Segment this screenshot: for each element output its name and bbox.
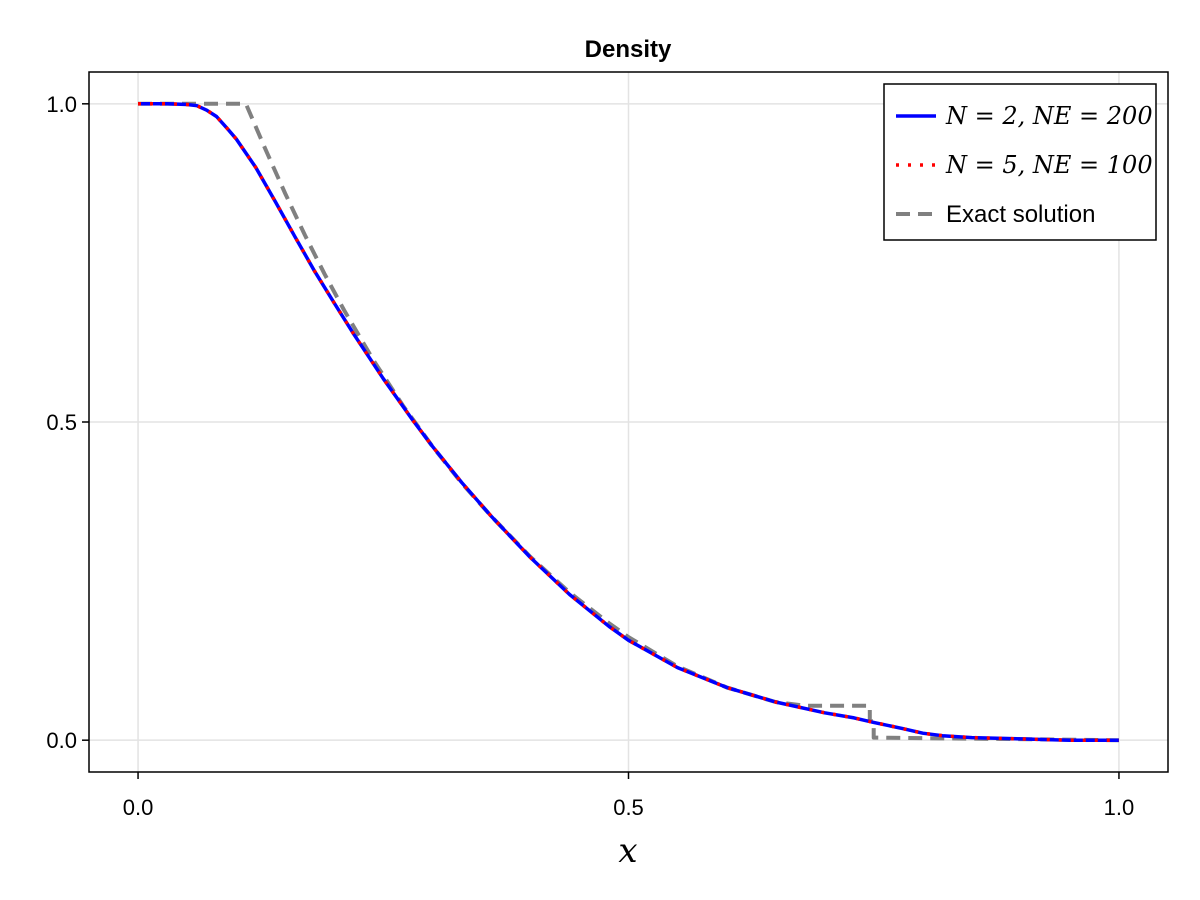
x-axis-label: x <box>618 831 637 871</box>
chart-title: Density <box>585 36 672 63</box>
series-line-n-2-ne-200 <box>138 102 1119 742</box>
y-tick-label: 0.5 <box>46 410 77 435</box>
x-tick-label: 1.0 <box>1104 795 1135 820</box>
x-tick-label: 0.0 <box>123 795 154 820</box>
series-layer <box>138 101 1120 743</box>
legend-label: N = 2, NE = 200 <box>945 102 1153 130</box>
y-tick-label: 1.0 <box>46 92 77 117</box>
axes: 0.0 0.5 1.0 0.0 0.5 1.0 <box>46 92 1134 820</box>
x-tick-label: 0.5 <box>613 795 644 820</box>
y-tick-label: 0.0 <box>46 728 77 753</box>
legend-label: N = 5, NE = 100 <box>945 151 1153 179</box>
legend: N = 2, NE = 200 N = 5, NE = 100 Exact solu… <box>883 83 1157 241</box>
legend-label: Exact solution <box>946 201 1095 228</box>
